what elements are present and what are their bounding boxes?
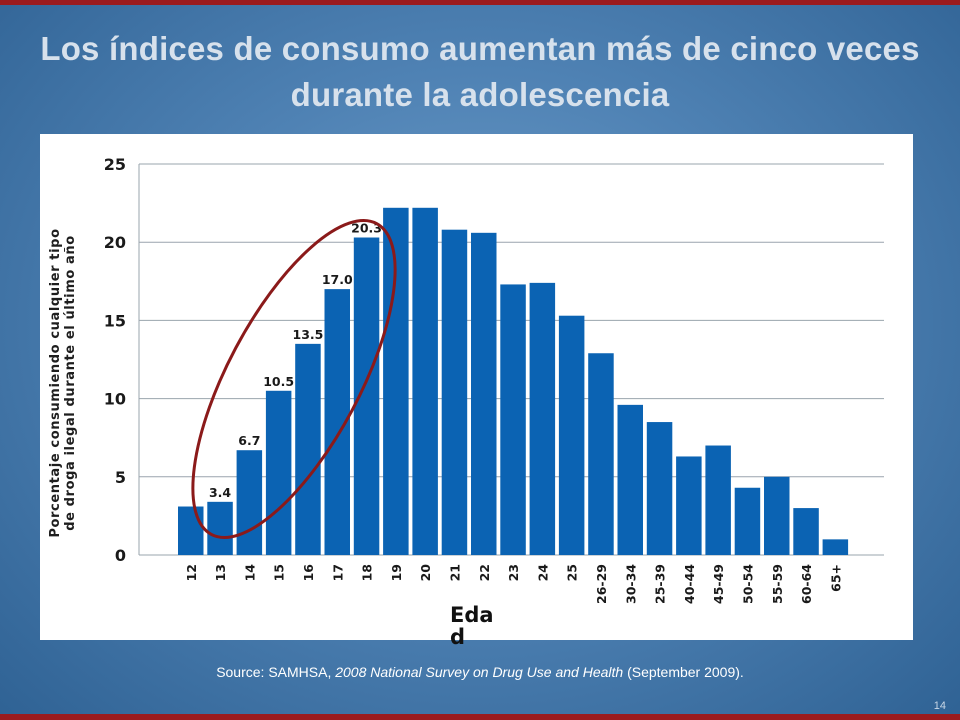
x-tick-label: 50-54 [740, 564, 755, 604]
x-tick-label: 15 [272, 564, 287, 581]
bar [734, 487, 761, 555]
bar [500, 284, 526, 555]
bar-chart: 0 5 10 15 20 25 12 3.4 13 6.7 14 10.5 15 13.5 16 17.0 17… [104, 155, 884, 604]
x-tick-label: 45-49 [711, 564, 726, 604]
bar [676, 456, 702, 555]
y-tick-label: 25 [104, 155, 126, 174]
bar [529, 282, 556, 555]
x-tick-label: 30-34 [623, 564, 638, 604]
chart-panel: 0 5 10 15 20 25 12 3.4 13 6.7 14 10.5 15 13.5 16 17.0 17… [40, 134, 913, 640]
y-axis-title: Porcentaje consumiendo cualquier tipo de… [48, 228, 78, 538]
bar [705, 445, 731, 555]
highlight-ellipse [191, 219, 397, 539]
bar [412, 207, 438, 555]
bar [588, 353, 614, 555]
source-citation: Source: SAMHSA, 2008 National Survey on … [0, 664, 960, 680]
x-tick-label: 20 [418, 564, 433, 582]
x-tick-label: 22 [477, 564, 492, 581]
data-label: 3.4 [209, 485, 231, 500]
bar [793, 508, 819, 555]
x-tick-label: 40-44 [682, 564, 697, 604]
bar [265, 390, 292, 555]
bar [764, 476, 790, 555]
x-tick-label: 60-64 [799, 564, 814, 604]
data-label: 20.3 [351, 221, 382, 236]
x-tick-label: 65+ [828, 564, 843, 592]
x-tick-label: 16 [301, 564, 316, 582]
data-label: 17.0 [322, 272, 353, 287]
x-tick-label: 55-59 [770, 564, 785, 604]
bar [558, 315, 585, 555]
y-tick-label: 0 [115, 546, 126, 565]
slide-title: Los índices de consumo aumentan más de c… [40, 30, 920, 113]
x-tick-label: 17 [330, 564, 345, 581]
bar [822, 539, 849, 555]
top-rule [0, 0, 960, 5]
x-tick-label: 14 [242, 564, 257, 582]
x-tick-label: 24 [535, 564, 550, 582]
data-label: 13.5 [293, 327, 324, 342]
x-axis-title: Edad [450, 603, 494, 649]
bar [617, 404, 643, 555]
bar [207, 501, 233, 555]
source-suffix: (September 2009). [623, 664, 744, 680]
data-label: 6.7 [238, 433, 260, 448]
x-tick-label: 19 [389, 564, 404, 581]
x-tick-label: 13 [213, 564, 228, 581]
bar [295, 343, 321, 555]
x-tick-label: 25-39 [653, 564, 668, 604]
x-tick-label: 25 [565, 564, 580, 581]
bar [353, 237, 380, 555]
bar [471, 232, 497, 555]
x-tick-label: 26-29 [594, 564, 609, 604]
y-tick-label: 20 [104, 233, 126, 252]
bar [178, 506, 204, 555]
y-tick-label: 15 [104, 311, 126, 330]
bar [441, 229, 468, 556]
page-number: 14 [933, 700, 946, 712]
x-tick-label: 18 [360, 564, 375, 581]
source-survey-name: 2008 National Survey on Drug Use and Hea… [335, 664, 624, 680]
y-tick-label: 10 [104, 390, 126, 409]
data-label: 10.5 [263, 374, 294, 389]
bar [236, 450, 263, 555]
x-tick-label: 12 [184, 564, 199, 581]
x-tick-label: 23 [506, 564, 521, 581]
source-prefix: Source: SAMHSA, [216, 664, 336, 680]
y-tick-label: 5 [115, 468, 126, 487]
bottom-rule [0, 714, 960, 720]
x-tick-label: 21 [447, 564, 462, 581]
bar [646, 422, 673, 555]
